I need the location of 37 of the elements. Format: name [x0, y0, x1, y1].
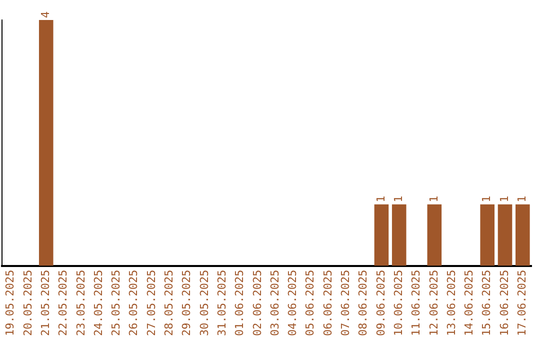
x-tick-label: 30.05.2025	[198, 270, 211, 336]
x-tick-label: 06.06.2025	[321, 270, 334, 336]
x-tick-label: 15.06.2025	[480, 270, 494, 336]
x-tick-label: 09.06.2025	[374, 270, 388, 336]
x-tick-label: 26.05.2025	[127, 270, 140, 336]
x-tick-label: 27.05.2025	[144, 270, 158, 336]
x-tick-label: 01.06.2025	[233, 270, 246, 336]
x-tick-label: 05.06.2025	[304, 270, 317, 336]
data-label: 1	[480, 196, 494, 202]
data-label: 1	[516, 196, 529, 202]
x-tick-label: 17.06.2025	[516, 270, 529, 336]
x-tick-label: 19.05.2025	[4, 270, 17, 336]
x-tick-label: 25.05.2025	[110, 270, 123, 336]
data-label: 1	[427, 196, 440, 202]
x-tick-label: 14.06.2025	[462, 270, 476, 336]
x-tick-label: 28.05.2025	[162, 270, 176, 336]
x-tick-label: 12.06.2025	[427, 270, 440, 336]
x-tick-label: 24.05.2025	[92, 270, 105, 336]
x-tick-label: 08.06.2025	[356, 270, 370, 336]
x-tick-label: 16.06.2025	[498, 270, 511, 336]
x-tick-label: 03.06.2025	[268, 270, 282, 336]
data-label: 1	[498, 196, 511, 202]
x-tick-label: 20.05.2025	[21, 270, 34, 336]
x-tick-label: 07.06.2025	[339, 270, 352, 336]
x-tick-label: 13.06.2025	[444, 270, 458, 336]
data-label: 1	[392, 196, 405, 202]
x-tick-label: 11.06.2025	[410, 270, 423, 336]
x-tick-label: 21.05.2025	[38, 270, 52, 336]
x-tick-label: 10.06.2025	[392, 270, 405, 336]
x-tick-label: 22.05.2025	[56, 270, 70, 336]
x-tick-label: 23.05.2025	[74, 270, 88, 336]
data-label: 1	[374, 196, 388, 202]
x-tick-label: 31.05.2025	[215, 270, 228, 336]
data-label: 4	[38, 11, 52, 18]
x-tick-label: 04.06.2025	[286, 270, 300, 336]
x-tick-label: 02.06.2025	[250, 270, 264, 336]
x-tick-label: 29.05.2025	[180, 270, 194, 336]
